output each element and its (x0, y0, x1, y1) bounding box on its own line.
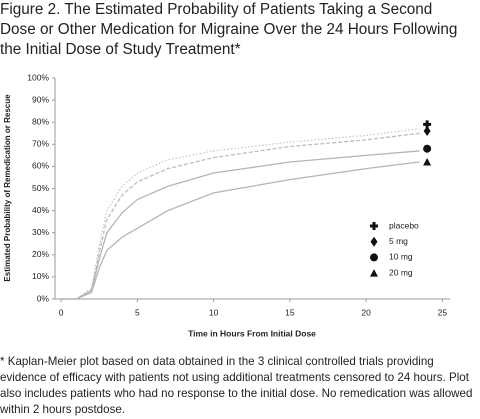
x-tick-label: 20 (361, 307, 371, 317)
legend-label: 20 mg (389, 267, 413, 277)
legend-label: 10 mg (389, 252, 413, 262)
series-line (61, 132, 420, 300)
y-tick-label: 90% (32, 94, 49, 104)
end-marker (423, 157, 432, 166)
series-line (61, 150, 420, 300)
x-tick-label: 0 (59, 307, 64, 317)
x-tick-label: 10 (209, 307, 219, 317)
series-line (61, 161, 420, 300)
y-tick-label: 60% (32, 161, 49, 171)
y-axis-label: Estimated Probability of Remedication or… (3, 94, 12, 282)
x-tick-label: 25 (438, 307, 448, 317)
legend-marker (370, 269, 378, 277)
end-marker (423, 126, 431, 137)
legend-marker (370, 222, 378, 230)
y-tick-label: 10% (32, 271, 49, 281)
y-tick-label: 100% (27, 72, 49, 82)
footnote: * Kaplan-Meier plot based on data obtain… (0, 355, 473, 416)
chart-title: Figure 2. The Estimated Probability of P… (0, 1, 458, 58)
y-tick-label: 50% (32, 183, 49, 193)
y-tick-label: 80% (32, 116, 49, 126)
y-tick-label: 70% (32, 139, 49, 149)
y-tick-label: 0% (37, 293, 50, 303)
y-tick-label: 20% (32, 249, 49, 259)
legend-label: placebo (389, 220, 419, 230)
series-line (61, 128, 420, 300)
end-marker (423, 120, 432, 129)
x-tick-label: 5 (135, 307, 140, 317)
legend-marker (370, 253, 378, 262)
x-tick-label: 15 (285, 307, 295, 317)
legend-label: 5 mg (389, 236, 408, 246)
legend-marker (370, 236, 378, 247)
y-tick-label: 30% (32, 227, 49, 237)
y-tick-label: 40% (32, 205, 49, 215)
end-marker (423, 144, 432, 153)
x-axis-label: Time in Hours From Initial Dose (188, 328, 316, 338)
